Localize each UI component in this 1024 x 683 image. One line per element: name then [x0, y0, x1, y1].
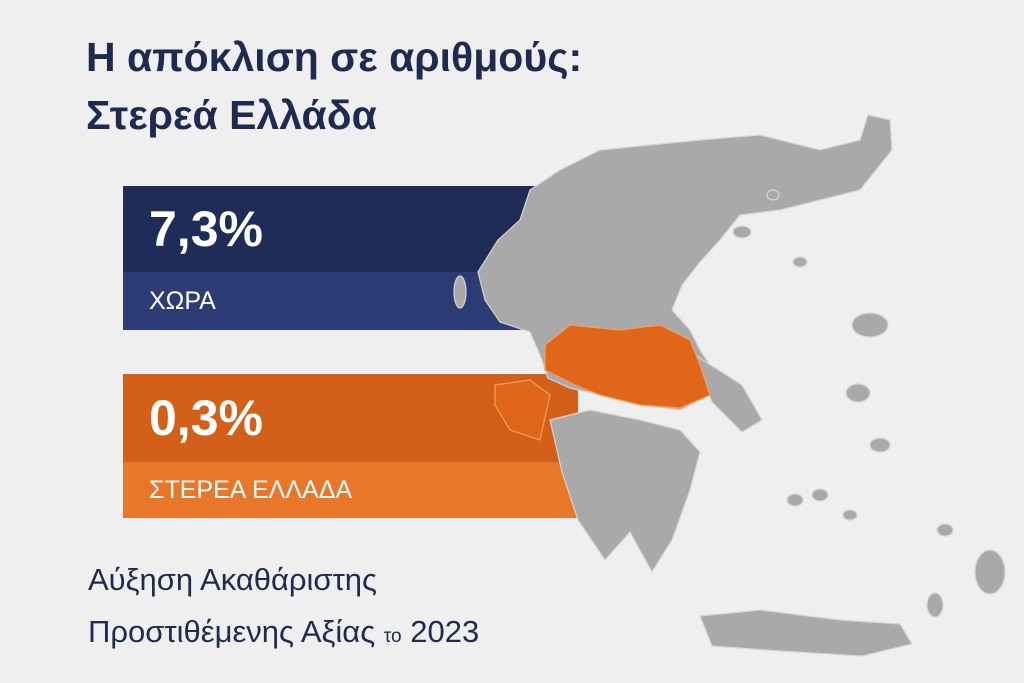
map-island [453, 275, 467, 309]
footer-text: Αύξηση Ακαθάριστης [88, 562, 377, 597]
card-value: 7,3% [123, 186, 543, 272]
footer-connector: το [383, 626, 402, 647]
map-island [766, 189, 780, 201]
map-island [845, 383, 871, 403]
map-island [786, 493, 804, 507]
map-region [549, 409, 701, 574]
map-island [732, 225, 752, 239]
map-highlight [494, 379, 551, 441]
map-island [811, 488, 829, 502]
map-island [936, 523, 954, 537]
footer-text: Προστιθέμενης Αξίας το 2023 [88, 614, 479, 650]
map-island [869, 437, 891, 453]
map-island [974, 549, 1006, 595]
map-island [851, 312, 889, 338]
footer-text: Προστιθέμενης Αξίας [88, 614, 376, 649]
card-label: ΣΤΕΡΕΑ ΕΛΛΑΔΑ [123, 462, 578, 518]
map-island [842, 509, 858, 521]
card-label: ΧΩΡΑ [123, 272, 543, 330]
title: Στερεά Ελλάδα [86, 92, 377, 138]
map-highlight [544, 324, 711, 409]
map-region [699, 609, 913, 657]
map-island [926, 592, 944, 618]
map-island [792, 256, 808, 268]
footer-year: 2023 [410, 614, 480, 649]
title: Η απόκλιση σε αριθμούς: [86, 34, 583, 80]
